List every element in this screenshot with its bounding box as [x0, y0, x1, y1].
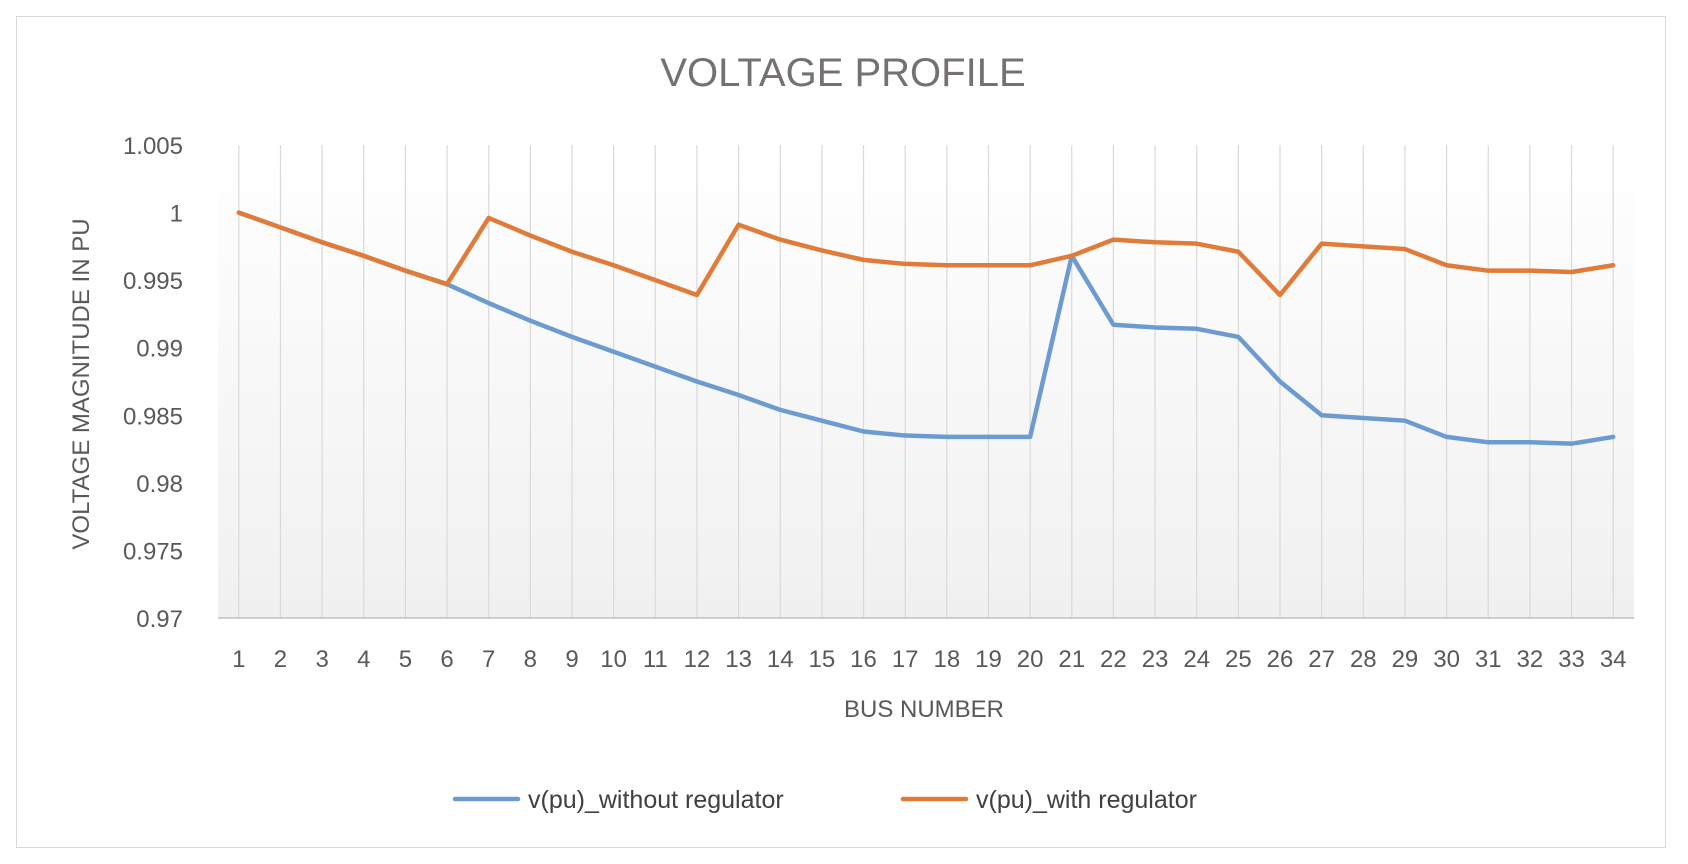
x-tick-label: 20	[1017, 646, 1044, 673]
y-axis-title: VOLTAGE MAGNITUDE IN PU	[68, 218, 95, 549]
y-tick-label: 1	[170, 201, 183, 228]
chart-title: VOLTAGE PROFILE	[660, 51, 1025, 95]
x-tick-label: 30	[1433, 646, 1460, 673]
x-tick-label: 5	[399, 646, 412, 673]
legend-label-with-regulator: v(pu)_with regulator	[976, 786, 1197, 814]
x-tick-label: 8	[524, 646, 537, 673]
x-tick-label: 31	[1475, 646, 1502, 673]
x-tick-label: 11	[643, 646, 668, 673]
x-tick-label: 3	[315, 646, 328, 673]
series-line-with-regulator	[236, 210, 1616, 298]
grid-lines	[238, 145, 1614, 618]
x-tick-label: 14	[767, 646, 794, 673]
x-axis-ticks: 1 2 3 4 5 6 7 8 9 10 11 12 13 14 15 16 17 18 19 20 21 22 23 24 2…	[232, 646, 1626, 673]
x-tick-label: 26	[1267, 646, 1294, 673]
y-tick-label: 0.985	[123, 403, 183, 430]
x-tick-label: 2	[274, 646, 287, 673]
x-tick-label: 19	[975, 646, 1002, 673]
x-tick-label: 1	[232, 646, 245, 673]
x-tick-label: 10	[600, 646, 627, 673]
x-tick-label: 24	[1183, 646, 1210, 673]
x-tick-label: 21	[1058, 646, 1085, 673]
x-tick-label: 16	[850, 646, 877, 673]
y-tick-label: 0.975	[123, 538, 183, 565]
x-tick-label: 7	[482, 646, 495, 673]
x-tick-label: 6	[440, 646, 453, 673]
x-tick-label: 32	[1517, 646, 1544, 673]
x-tick-label: 23	[1142, 646, 1169, 673]
x-axis-title: BUS NUMBER	[844, 696, 1004, 723]
x-tick-label: 15	[809, 646, 836, 673]
series-lines	[236, 210, 1616, 446]
y-tick-label: 0.995	[123, 268, 183, 295]
x-tick-label: 25	[1225, 646, 1252, 673]
x-tick-label: 34	[1600, 646, 1627, 673]
x-tick-label: 9	[565, 646, 578, 673]
x-tick-label: 18	[933, 646, 960, 673]
x-tick-label: 28	[1350, 646, 1377, 673]
y-tick-label: 0.97	[136, 606, 183, 633]
x-tick-label: 33	[1558, 646, 1585, 673]
legend: v(pu)_without regulator v(pu)_with regul…	[452, 786, 1197, 814]
x-tick-label: 13	[725, 646, 752, 673]
plot-area	[218, 145, 1634, 618]
y-tick-label: 1.005	[123, 133, 183, 160]
y-axis-ticks: 0.97 0.975 0.98 0.985 0.99 0.995 1 1.005	[123, 133, 183, 633]
x-tick-label: 27	[1308, 646, 1335, 673]
y-tick-label: 0.99	[136, 336, 183, 363]
x-tick-label: 17	[892, 646, 919, 673]
x-tick-label: 22	[1100, 646, 1127, 673]
y-tick-label: 0.98	[136, 471, 183, 498]
x-tick-label: 29	[1392, 646, 1419, 673]
legend-label-without-regulator: v(pu)_without regulator	[528, 786, 784, 814]
x-tick-label: 12	[684, 646, 711, 673]
x-tick-label: 4	[357, 646, 370, 673]
series-line-without-regulator	[236, 210, 1616, 446]
